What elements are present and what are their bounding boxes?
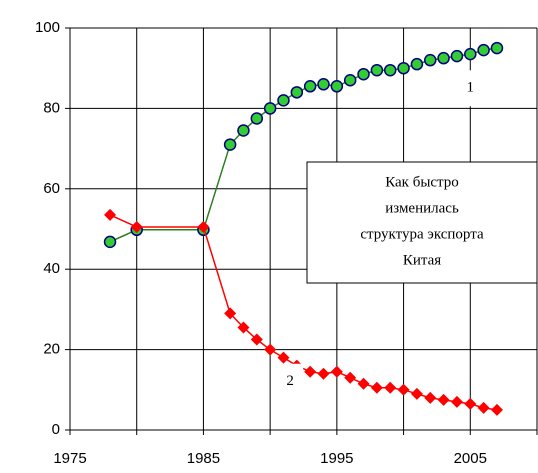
marker: [224, 307, 237, 320]
y-tick-label: 80: [43, 99, 60, 116]
marker: [197, 220, 210, 233]
marker: [304, 365, 317, 378]
marker: [370, 381, 383, 394]
marker: [383, 63, 397, 77]
marker: [370, 63, 384, 77]
marker: [424, 53, 437, 67]
marker: [490, 41, 504, 55]
marker: [330, 80, 344, 93]
marker: [450, 49, 464, 63]
marker: [477, 43, 490, 57]
marker: [344, 371, 357, 384]
text-box-line: Как быстро: [385, 174, 459, 190]
marker: [130, 220, 143, 233]
marker: [250, 112, 264, 125]
y-tick-label: 40: [43, 260, 60, 277]
marker: [290, 86, 304, 99]
x-tick-label: 1975: [53, 450, 86, 467]
marker: [397, 383, 410, 396]
annotation: 1: [467, 80, 475, 96]
marker: [450, 395, 463, 408]
marker: [330, 365, 343, 378]
marker: [357, 377, 370, 390]
y-tick-label: 0: [52, 421, 60, 438]
y-tick-label: 60: [43, 180, 60, 197]
marker: [424, 391, 437, 404]
marker: [317, 78, 330, 91]
marker: [464, 47, 477, 61]
marker: [343, 74, 357, 87]
annotation-bg: [277, 363, 304, 400]
marker: [263, 102, 277, 115]
text-box: [306, 161, 538, 284]
marker: [277, 94, 290, 107]
text-box-line: структура экспорта: [360, 226, 484, 242]
marker: [437, 51, 450, 65]
marker: [237, 321, 250, 334]
marker: [477, 401, 490, 414]
marker: [384, 381, 397, 394]
annotation-bg: [457, 70, 484, 107]
x-tick-label: 1995: [320, 450, 353, 467]
text-box-line: изменилась: [385, 200, 459, 216]
marker: [397, 61, 410, 75]
marker: [103, 235, 117, 249]
marker: [223, 138, 237, 151]
marker: [490, 403, 503, 416]
marker: [277, 351, 290, 364]
marker: [303, 80, 317, 93]
marker: [264, 343, 277, 356]
marker: [317, 367, 330, 380]
text-box-line: Китая: [403, 252, 441, 268]
annotation: 2: [286, 373, 294, 389]
y-tick-label: 20: [43, 341, 60, 358]
marker: [410, 387, 423, 400]
x-tick-label: 1985: [187, 450, 220, 467]
marker: [410, 57, 424, 71]
marker: [250, 333, 263, 346]
y-tick-label: 100: [35, 19, 60, 36]
marker: [104, 208, 117, 221]
x-tick-label: 2005: [454, 450, 487, 467]
marker: [237, 124, 250, 137]
marker: [357, 67, 370, 81]
marker: [464, 397, 477, 410]
marker: [437, 393, 450, 406]
